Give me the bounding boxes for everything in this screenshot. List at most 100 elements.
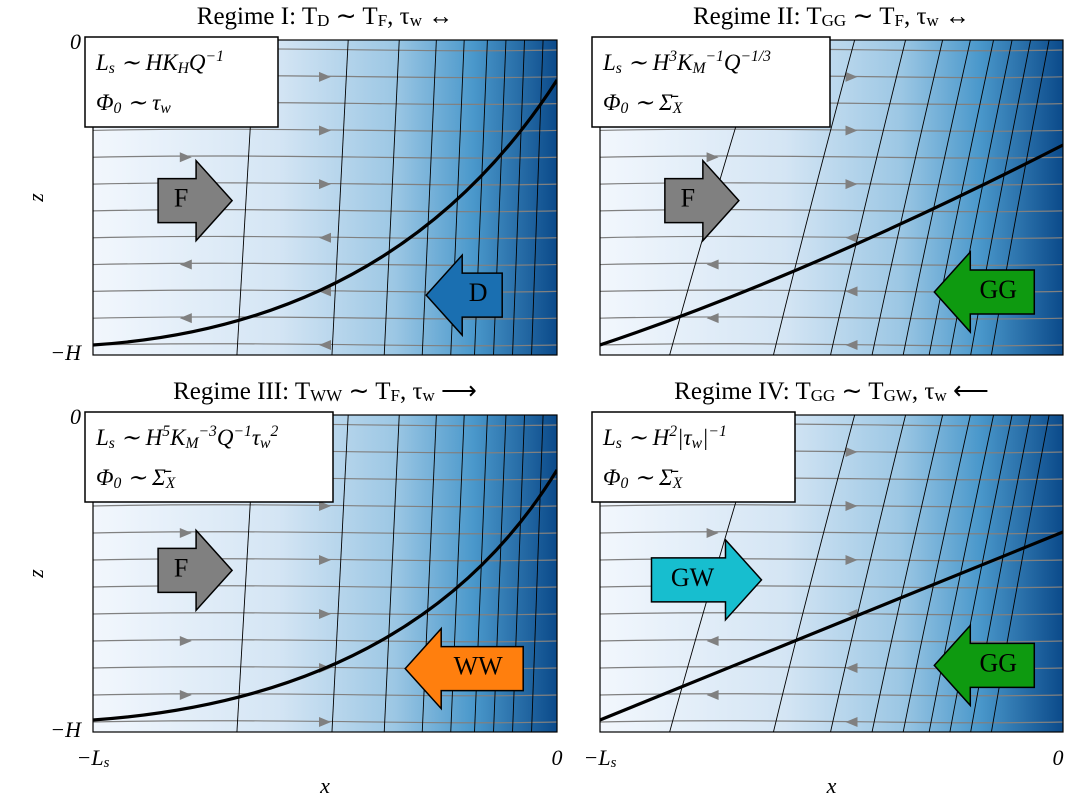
streamline-arrow <box>319 501 331 511</box>
y-axis-label: z <box>23 193 48 203</box>
text-part: w <box>692 435 703 452</box>
streamline-arrow <box>319 179 331 190</box>
contour-line <box>990 40 1050 355</box>
text-part: 5 <box>162 423 170 440</box>
text-part: −1 <box>206 48 224 65</box>
text-part: Q <box>724 50 741 75</box>
contour-line <box>512 415 525 732</box>
scaling-law: Ls ∼ HKHQ−1 <box>95 48 224 76</box>
contour-line <box>421 40 437 355</box>
streamline-arrow <box>319 71 331 82</box>
streamline-arrow <box>179 313 192 324</box>
streamline-arrow <box>845 555 858 565</box>
scaling-law: Ls ∼ H2|τw|−1 <box>602 423 727 451</box>
text-part: M <box>691 60 706 77</box>
text-part: s <box>109 435 115 452</box>
scaling-box <box>84 411 334 503</box>
streamline-arrow <box>179 528 192 538</box>
arrow-label: D <box>469 278 488 307</box>
axes-frame <box>599 414 1064 733</box>
text-part: 0 <box>114 100 122 117</box>
streamline-arrow <box>845 717 858 727</box>
text-part: X <box>165 475 177 492</box>
streamline-arrow <box>179 690 192 700</box>
flux-arrow <box>650 537 763 622</box>
scaling-law: Φ0 ∼ Σ̄X <box>603 465 684 491</box>
text-part: GG <box>822 11 847 30</box>
streamline <box>600 639 1063 643</box>
streamline-arrow <box>845 501 858 511</box>
x-tick-label: 0 <box>1053 745 1064 770</box>
text-part: X <box>672 475 684 492</box>
text-part: Regime II: T <box>693 3 822 30</box>
contour-line <box>512 40 525 355</box>
text-part: Q <box>217 425 234 450</box>
text-part: −L <box>77 745 104 770</box>
contour-line <box>928 415 994 732</box>
contour-line <box>383 415 400 732</box>
streamline-arrow <box>845 286 858 297</box>
arrow-label: GG <box>980 648 1018 677</box>
streamline-arrow <box>319 555 331 565</box>
streamline <box>93 639 557 643</box>
text-part: −L <box>584 745 611 770</box>
streamline-arrow <box>319 340 331 350</box>
flux-arrow <box>933 250 1036 334</box>
text-part: ↔ <box>939 3 970 30</box>
text-part: L <box>95 425 109 450</box>
contour-line <box>331 40 349 355</box>
y-axis-label: z <box>23 569 48 579</box>
streamline <box>600 693 1063 697</box>
text-part: , τ <box>400 378 423 405</box>
streamline <box>600 531 1063 535</box>
streamline <box>600 155 1063 159</box>
streamline-arrow <box>319 125 331 136</box>
text-part: Regime III: T <box>173 378 310 405</box>
streamline <box>600 316 1063 320</box>
text-part: F <box>390 386 399 405</box>
text-part: s <box>109 60 115 77</box>
x-axis-label: x <box>319 773 330 798</box>
streamline <box>93 262 557 266</box>
scaling-law: Φ0 ∼ τw <box>96 90 171 116</box>
text-part: | <box>702 425 708 450</box>
boundary-curve <box>600 530 1063 722</box>
text-part: , τ <box>904 3 927 30</box>
streamline-arrow <box>845 71 858 82</box>
text-part: ⟶ <box>435 378 477 405</box>
text-part: , τ <box>387 3 410 30</box>
text-part: Regime I: T <box>197 3 317 30</box>
y-tick-label: 0 <box>70 29 81 54</box>
streamline-arrow <box>706 636 719 646</box>
scaling-law: Ls ∼ H3KM−1Q−1/3 <box>602 48 771 76</box>
contour-line <box>474 40 488 355</box>
streamline-arrow <box>845 125 858 136</box>
y-tick-label: −H <box>50 717 82 742</box>
arrow-label: F <box>174 184 188 213</box>
text-part: L <box>602 425 616 450</box>
contour-line <box>928 40 994 355</box>
text-part: ⟵ <box>947 378 989 405</box>
text-part: GW <box>884 386 913 405</box>
text-part: s <box>616 435 622 452</box>
contour-line <box>493 40 507 355</box>
text-part: K <box>169 425 187 450</box>
flux-arrow <box>157 528 234 613</box>
text-part: −1 <box>705 48 723 65</box>
text-part: M <box>184 435 199 452</box>
text-part: 0 <box>621 100 629 117</box>
text-part: 0 <box>114 475 122 492</box>
text-part: 2 <box>270 423 278 440</box>
flux-arrow <box>404 626 524 711</box>
streamline-arrow <box>845 340 858 350</box>
arrow-label: F <box>681 184 695 213</box>
contour-line <box>871 415 944 732</box>
text-part: ∼ H <box>622 425 671 450</box>
contour-line <box>830 40 907 355</box>
streamline <box>93 343 557 347</box>
streamline-arrow <box>319 286 331 297</box>
streamline-arrow <box>179 152 192 163</box>
